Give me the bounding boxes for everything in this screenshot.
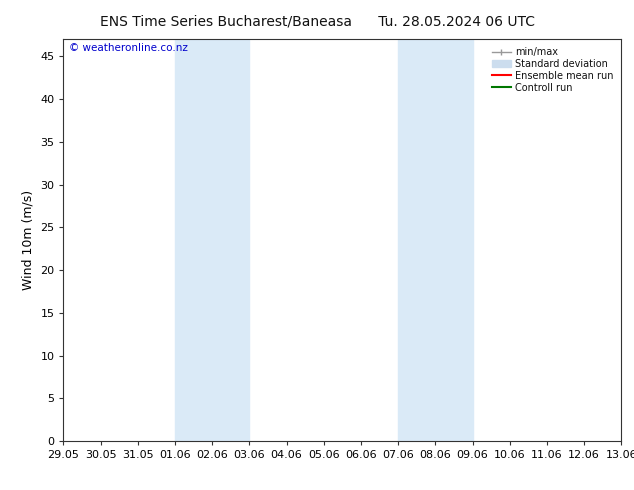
Bar bbox=[175, 39, 249, 441]
Bar bbox=[398, 39, 472, 441]
Text: © weatheronline.co.nz: © weatheronline.co.nz bbox=[69, 43, 188, 53]
Y-axis label: Wind 10m (m/s): Wind 10m (m/s) bbox=[22, 190, 35, 290]
Text: ENS Time Series Bucharest/Baneasa      Tu. 28.05.2024 06 UTC: ENS Time Series Bucharest/Baneasa Tu. 28… bbox=[100, 15, 534, 29]
Legend: min/max, Standard deviation, Ensemble mean run, Controll run: min/max, Standard deviation, Ensemble me… bbox=[489, 44, 616, 96]
